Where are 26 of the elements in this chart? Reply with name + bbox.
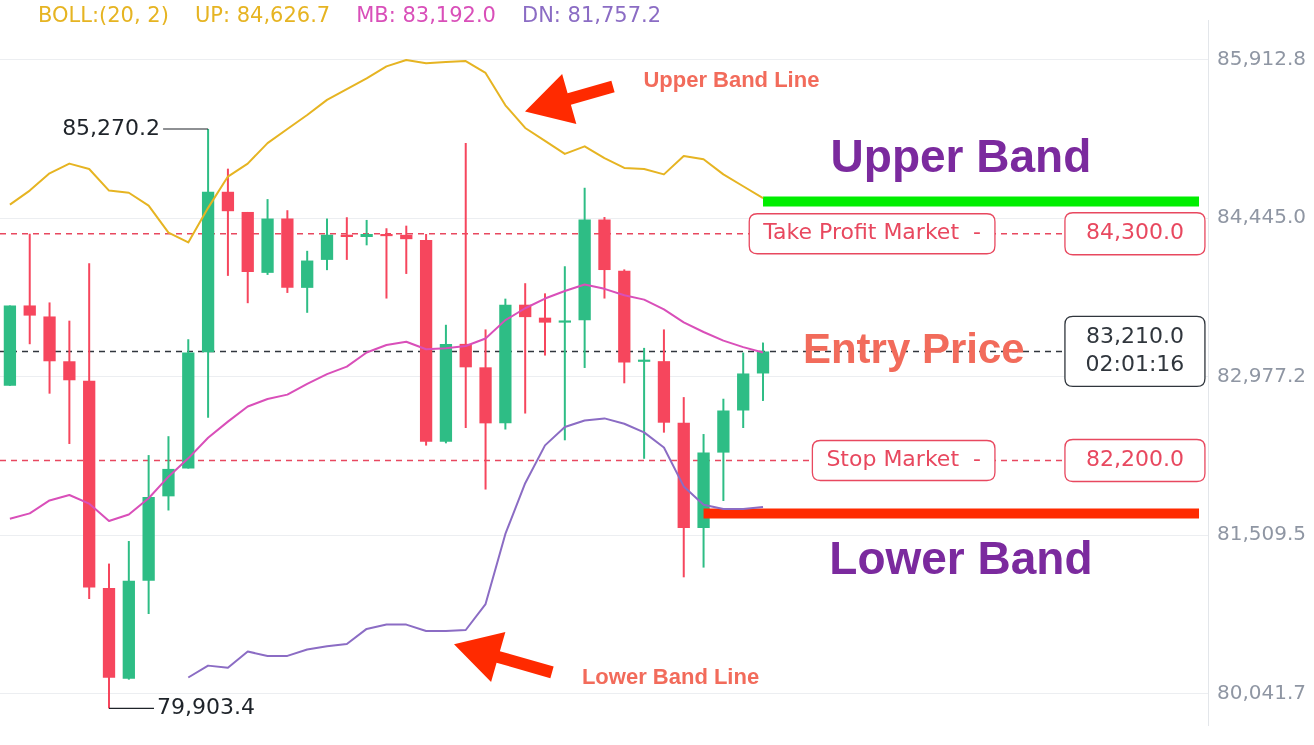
- annotation: Take Profit Market -: [762, 219, 981, 245]
- y-tick-label: 81,509.5: [1216, 521, 1306, 546]
- candlestick: [380, 228, 393, 299]
- candlestick: [23, 233, 36, 345]
- y-tick-label: 82,977.2: [1216, 362, 1306, 387]
- y-tick-label: 80,041.7: [1216, 679, 1306, 704]
- candlestick: [558, 266, 571, 441]
- ref-line-label: 84,300.0: [1085, 219, 1184, 245]
- annotation: Upper Band Line: [643, 67, 820, 93]
- ref-line-label: 82,200.0: [1085, 446, 1184, 472]
- text: DN: 81,757.2: [521, 3, 662, 27]
- y-tick-label: 84,445.0: [1216, 204, 1306, 229]
- annotation: BOLL:(20, 2): [38, 3, 169, 27]
- candlestick: [538, 293, 552, 356]
- y-tick-label: 85,912.8: [1216, 45, 1306, 70]
- candlestick: [400, 225, 413, 274]
- ref-line-label: 83,210.0 02:01:16: [1085, 323, 1185, 377]
- text: UP: 84,626.7: [194, 3, 331, 27]
- annotation: Lower Band Line: [581, 664, 760, 690]
- annotation: Lower Band: [829, 532, 1093, 585]
- annotation: 79,903.4: [157, 694, 255, 720]
- annotation: 85,270.2: [62, 114, 161, 140]
- text: MB: 83,192.0: [356, 3, 496, 27]
- annotation: Stop Market -: [826, 446, 981, 472]
- annotation: Upper Band: [830, 130, 1092, 183]
- annotation: Entry Price: [802, 325, 1025, 373]
